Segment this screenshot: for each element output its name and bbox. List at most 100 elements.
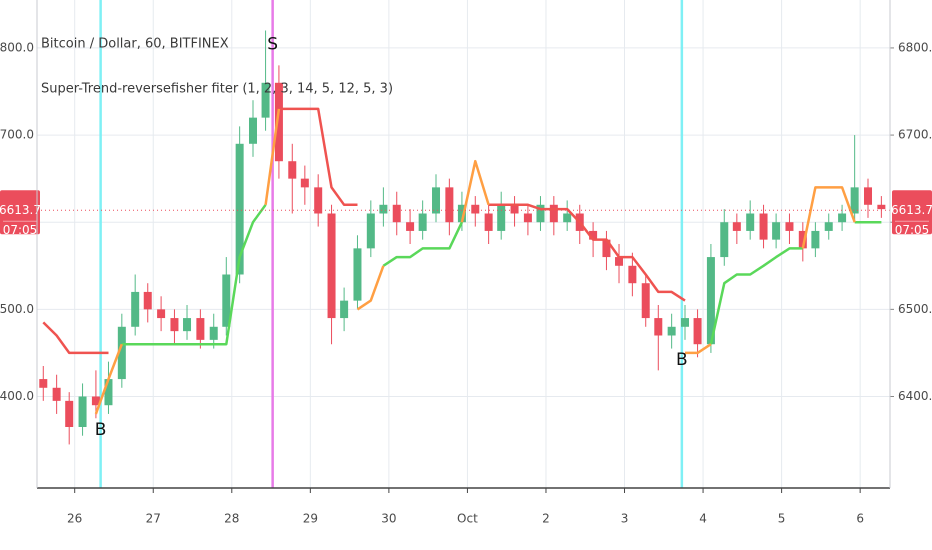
countdown-text: 07:05 bbox=[3, 223, 38, 237]
candle-body bbox=[667, 326, 676, 336]
candle-body bbox=[536, 204, 545, 223]
candle-body bbox=[104, 379, 113, 406]
x-tick-label: 29 bbox=[303, 512, 318, 526]
candle-body bbox=[785, 222, 794, 231]
candle-body bbox=[850, 187, 859, 214]
signal-label: B bbox=[95, 420, 107, 440]
y-tick-label-left: 6400.0 bbox=[0, 389, 34, 403]
y-tick-label-left: 6800.0 bbox=[0, 40, 34, 54]
candle-body bbox=[170, 318, 179, 332]
candle-body bbox=[39, 379, 48, 388]
x-tick-label: 4 bbox=[699, 512, 707, 526]
candle-body bbox=[602, 239, 611, 258]
signal-label: B bbox=[676, 350, 688, 370]
price-tag-left bbox=[0, 190, 40, 235]
candle-body bbox=[78, 396, 87, 427]
candle-body bbox=[549, 204, 558, 223]
price-tag-right bbox=[892, 190, 932, 235]
price-tag-text: 6613.7 bbox=[0, 203, 41, 217]
candle-body bbox=[510, 204, 519, 214]
marks bbox=[39, 30, 886, 445]
candle-body bbox=[589, 230, 598, 240]
y-tick-label: 6500.0 bbox=[898, 302, 932, 316]
candle-body bbox=[864, 187, 873, 205]
candle-body bbox=[680, 318, 689, 327]
candle-body bbox=[222, 274, 231, 327]
candle-body bbox=[523, 213, 532, 223]
candle-body bbox=[274, 82, 283, 162]
signal-label: S bbox=[267, 35, 278, 55]
candle-body bbox=[65, 400, 74, 427]
candle-body bbox=[641, 283, 650, 319]
candle-body bbox=[327, 213, 336, 319]
candle-body bbox=[117, 326, 126, 380]
candle-body bbox=[824, 222, 833, 231]
candle-body bbox=[772, 222, 781, 240]
x-tick-label: 5 bbox=[778, 512, 786, 526]
candle-body bbox=[340, 300, 349, 319]
supertrend-line bbox=[121, 204, 882, 346]
candle-body bbox=[261, 82, 270, 118]
price-tag-text: 6613.7 bbox=[891, 203, 932, 217]
x-tick-label: 27 bbox=[146, 512, 161, 526]
candle-body bbox=[235, 143, 244, 275]
x-tick-label: 30 bbox=[381, 512, 396, 526]
x-tick-label: Oct bbox=[457, 512, 478, 526]
candle-body bbox=[157, 309, 166, 319]
x-tick-label: 2 bbox=[542, 512, 550, 526]
candle-body bbox=[288, 161, 297, 179]
y-tick-label: 6800.0 bbox=[898, 40, 932, 54]
candle-body bbox=[300, 178, 309, 188]
y-tick-label: 6400.0 bbox=[898, 389, 932, 403]
candle-body bbox=[432, 187, 441, 214]
x-tick-label: 6 bbox=[856, 512, 864, 526]
candle-body bbox=[563, 213, 572, 223]
candle-body bbox=[877, 204, 886, 210]
candle-body bbox=[143, 291, 152, 310]
candle-body bbox=[615, 257, 624, 266]
candle-body bbox=[196, 318, 205, 340]
candle-body bbox=[746, 213, 755, 231]
candle-body bbox=[353, 248, 362, 301]
candle-body bbox=[838, 213, 847, 223]
x-tick-label: 26 bbox=[67, 512, 82, 526]
overlay: B S B 6613.7 07:05 6613.7 07:05 bbox=[0, 35, 932, 440]
candle-body bbox=[693, 318, 702, 345]
candle-body bbox=[131, 291, 140, 327]
candle-body bbox=[706, 257, 715, 345]
candle-body bbox=[209, 326, 218, 340]
chart-title: Bitcoin / Dollar, 60, BITFINEX bbox=[41, 37, 229, 52]
candle-body bbox=[445, 187, 454, 223]
candle-body bbox=[248, 117, 257, 144]
countdown-text: 07:05 bbox=[895, 223, 930, 237]
candle-body bbox=[314, 187, 323, 214]
indicator-title: Super-Trend-reversefisher fiter (1, 2, 3… bbox=[41, 82, 393, 97]
supertrend-line bbox=[94, 108, 856, 415]
candle-body bbox=[457, 204, 466, 223]
candle-body bbox=[366, 213, 375, 249]
candle-body bbox=[471, 204, 480, 214]
supertrend-line bbox=[42, 107, 686, 355]
x-tick-label: 3 bbox=[621, 512, 629, 526]
candle-body bbox=[406, 222, 415, 231]
candle-body bbox=[484, 213, 493, 231]
candle-body bbox=[811, 230, 820, 249]
y-tick-label-left: 6700.0 bbox=[0, 128, 34, 142]
candle-body bbox=[183, 318, 192, 332]
candle-body bbox=[654, 318, 663, 336]
candle-body bbox=[52, 387, 61, 401]
candle-body bbox=[798, 230, 807, 249]
candle-body bbox=[379, 204, 388, 214]
candle-body bbox=[732, 222, 741, 231]
candle-body bbox=[392, 204, 401, 223]
candle-body bbox=[628, 265, 637, 284]
y-tick-label-left: 6500.0 bbox=[0, 302, 34, 316]
candle-body bbox=[720, 222, 729, 258]
candle-body bbox=[759, 213, 768, 240]
x-tick-label: 28 bbox=[224, 512, 239, 526]
y-tick-label: 6700.0 bbox=[898, 128, 932, 142]
candle-body bbox=[497, 204, 506, 231]
